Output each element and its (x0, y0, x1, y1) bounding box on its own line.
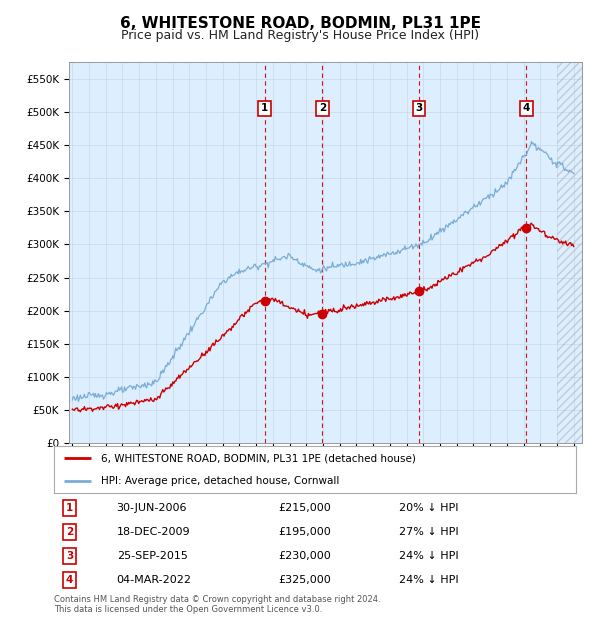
Text: 24% ↓ HPI: 24% ↓ HPI (398, 575, 458, 585)
Text: 6, WHITESTONE ROAD, BODMIN, PL31 1PE: 6, WHITESTONE ROAD, BODMIN, PL31 1PE (119, 16, 481, 30)
Text: 27% ↓ HPI: 27% ↓ HPI (398, 527, 458, 537)
Text: 25-SEP-2015: 25-SEP-2015 (116, 551, 188, 561)
Text: 18-DEC-2009: 18-DEC-2009 (116, 527, 190, 537)
Text: 2: 2 (66, 527, 73, 537)
Text: 1: 1 (66, 503, 73, 513)
Text: Price paid vs. HM Land Registry's House Price Index (HPI): Price paid vs. HM Land Registry's House … (121, 29, 479, 42)
Text: 3: 3 (415, 104, 422, 113)
Text: 6, WHITESTONE ROAD, BODMIN, PL31 1PE (detached house): 6, WHITESTONE ROAD, BODMIN, PL31 1PE (de… (101, 453, 416, 463)
Text: £215,000: £215,000 (278, 503, 331, 513)
Text: 3: 3 (66, 551, 73, 561)
Text: 4: 4 (523, 104, 530, 113)
Text: 2: 2 (319, 104, 326, 113)
Text: This data is licensed under the Open Government Licence v3.0.: This data is licensed under the Open Gov… (54, 605, 322, 614)
Text: 20% ↓ HPI: 20% ↓ HPI (398, 503, 458, 513)
Text: 04-MAR-2022: 04-MAR-2022 (116, 575, 191, 585)
Text: 1: 1 (261, 104, 268, 113)
Text: £230,000: £230,000 (278, 551, 331, 561)
Text: 24% ↓ HPI: 24% ↓ HPI (398, 551, 458, 561)
Text: 30-JUN-2006: 30-JUN-2006 (116, 503, 187, 513)
Text: £325,000: £325,000 (278, 575, 331, 585)
Text: HPI: Average price, detached house, Cornwall: HPI: Average price, detached house, Corn… (101, 476, 340, 486)
Text: 4: 4 (66, 575, 73, 585)
Text: Contains HM Land Registry data © Crown copyright and database right 2024.: Contains HM Land Registry data © Crown c… (54, 595, 380, 604)
Bar (557, 62, 582, 443)
Text: £195,000: £195,000 (278, 527, 331, 537)
